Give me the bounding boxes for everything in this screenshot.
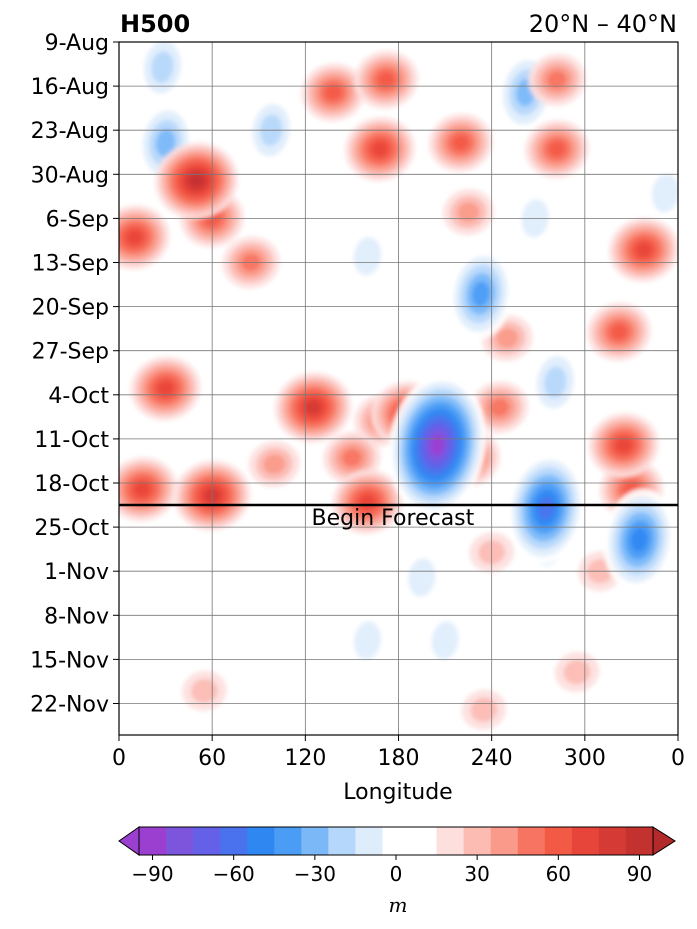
colorbar-swatch xyxy=(247,827,275,855)
y-tick-label: 20-Sep xyxy=(32,296,109,321)
x-axis: 0 60 120 180 240 300 0 xyxy=(112,735,685,771)
anomaly-cell xyxy=(332,469,403,535)
colorbar-swatch xyxy=(463,827,492,855)
y-tick-label: 16-Aug xyxy=(31,75,109,100)
anomaly-cell xyxy=(525,119,589,179)
y-tick-label: 15-Nov xyxy=(30,648,109,673)
colorbar-swatch xyxy=(328,827,356,855)
x-tick-label: 180 xyxy=(378,746,420,771)
x-tick-label: 300 xyxy=(564,746,606,771)
chart-title: H500 xyxy=(120,10,190,38)
colorbar: −90 −60 −30 0 30 60 90 xyxy=(118,826,676,886)
anomaly-cell xyxy=(344,224,391,289)
x-tick-label: 0 xyxy=(671,746,685,771)
colorbar-swatch xyxy=(355,827,383,855)
colorbar-swatch xyxy=(436,827,465,855)
y-tick-label: 8-Nov xyxy=(44,604,109,629)
anomaly-cell xyxy=(588,413,659,478)
colorbar-swatch xyxy=(301,827,329,855)
colorbar-tick-label: 60 xyxy=(546,862,571,886)
y-axis: 9-Aug 16-Aug 23-Aug 30-Aug 6-Sep 13-Sep 20-Sep… xyxy=(30,31,119,718)
anomaly-cell xyxy=(119,205,170,270)
anomaly-cell xyxy=(388,375,486,516)
anomaly-cell xyxy=(354,50,418,109)
colorbar-swatch xyxy=(139,827,167,855)
chart-subtitle: 20°N – 40°N xyxy=(529,10,677,38)
x-tick-label: 0 xyxy=(112,746,126,771)
anomaly-cell xyxy=(399,545,445,610)
anomaly-cell xyxy=(642,161,678,226)
anomaly-cell xyxy=(428,113,493,172)
x-tick-label: 60 xyxy=(198,746,226,771)
y-tick-label: 4-Oct xyxy=(48,384,109,409)
grid xyxy=(118,41,679,735)
anomaly-cell xyxy=(587,302,651,361)
colorbar-extend-max xyxy=(652,826,676,856)
y-tick-label: 23-Aug xyxy=(31,119,109,144)
anomaly-cell xyxy=(130,356,201,421)
colorbar-swatch xyxy=(193,827,221,855)
colorbar-tick-label: 30 xyxy=(464,862,489,886)
colorbar-label: m xyxy=(389,893,408,917)
anomaly-cell xyxy=(248,440,300,488)
x-tick-label: 240 xyxy=(471,746,513,771)
anomaly-cell xyxy=(528,53,586,106)
colorbar-extend-min xyxy=(118,826,140,856)
forecast-label: Begin Forecast xyxy=(312,506,475,531)
anomaly-cell xyxy=(182,670,227,712)
anomaly-field xyxy=(119,42,678,730)
y-tick-label: 13-Sep xyxy=(32,252,109,277)
y-tick-label: 9-Aug xyxy=(45,31,109,56)
x-axis-label: Longitude xyxy=(343,780,452,805)
y-tick-label: 18-Oct xyxy=(34,472,109,497)
anomaly-cell xyxy=(422,608,468,673)
anomaly-cell xyxy=(344,608,391,673)
colorbar-swatch xyxy=(517,827,546,855)
anomaly-cell xyxy=(442,188,494,236)
colorbar-tick-label: 0 xyxy=(390,862,403,886)
colorbar-swatch xyxy=(625,827,654,855)
colorbar-tick-label: −30 xyxy=(294,862,336,886)
colorbar-tick-label: −60 xyxy=(213,862,255,886)
colorbar-swatch xyxy=(409,827,438,855)
colorbar-swatch xyxy=(166,827,194,855)
anomaly-cell xyxy=(507,452,585,564)
y-tick-label: 27-Sep xyxy=(32,340,109,365)
y-tick-label: 6-Sep xyxy=(46,207,109,232)
y-tick-label: 1-Nov xyxy=(44,560,109,585)
anomaly-cell xyxy=(470,381,529,434)
anomaly-cell xyxy=(529,345,582,419)
colorbar-swatch xyxy=(220,827,248,855)
colorbar-swatch xyxy=(598,827,627,855)
anomaly-cell xyxy=(554,651,600,693)
x-tick-label: 120 xyxy=(284,746,326,771)
anomaly-cell xyxy=(344,116,415,182)
colorbar-swatch xyxy=(382,827,411,855)
anomaly-cell xyxy=(603,488,675,591)
anomaly-cell xyxy=(608,217,678,283)
y-tick-label: 22-Nov xyxy=(30,693,109,718)
colorbar-swatch xyxy=(544,827,573,855)
colorbar-swatch xyxy=(490,827,519,855)
y-tick-label: 30-Aug xyxy=(31,163,109,188)
colorbar-tick-label: −90 xyxy=(131,862,173,886)
colorbar-tick-label: 90 xyxy=(627,862,652,886)
colorbar-swatch xyxy=(571,827,600,855)
anomaly-cell xyxy=(136,42,189,104)
anomaly-cell xyxy=(448,247,514,341)
y-tick-label: 11-Oct xyxy=(34,428,109,453)
colorbar-swatch xyxy=(274,827,302,855)
y-tick-label: 25-Oct xyxy=(34,516,109,541)
